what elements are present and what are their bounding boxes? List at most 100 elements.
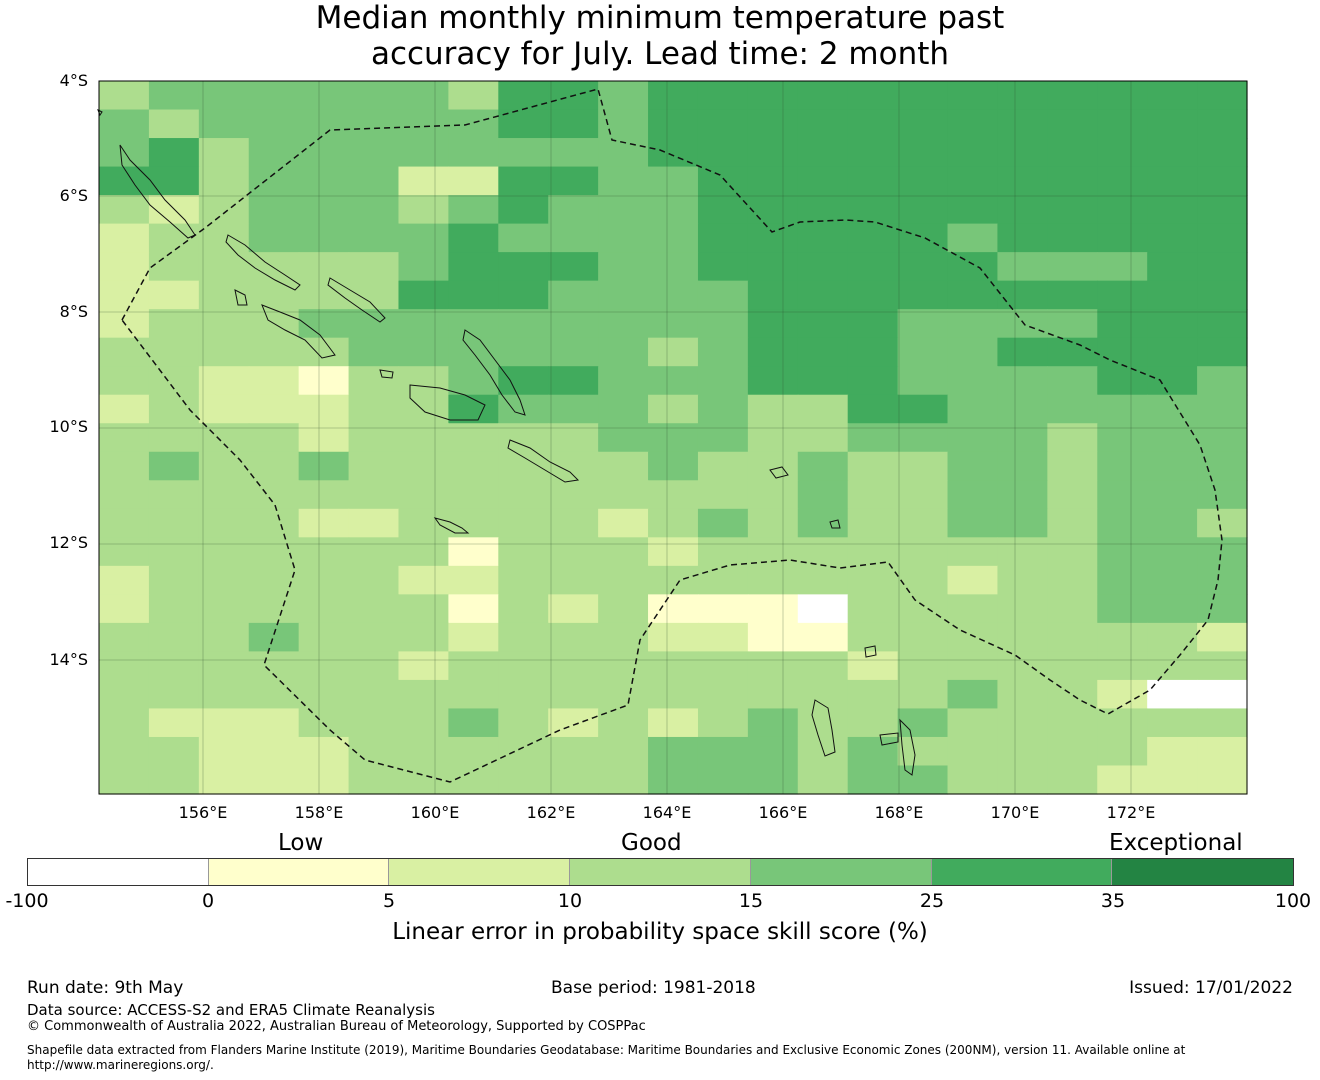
skill-cell bbox=[1097, 537, 1148, 567]
skill-cell bbox=[797, 679, 849, 710]
skill-cell bbox=[1147, 81, 1198, 111]
skill-cell bbox=[548, 195, 599, 225]
skill-cell bbox=[747, 679, 799, 710]
skill-cell bbox=[947, 594, 999, 624]
map-title-line-1: Median monthly minimum temperature past bbox=[315, 0, 1005, 36]
skill-cell bbox=[498, 81, 549, 111]
skill-cell bbox=[1047, 708, 1098, 738]
skill-cell bbox=[198, 594, 250, 624]
skill-cell bbox=[298, 109, 350, 139]
skill-cell bbox=[398, 195, 449, 225]
skill-cell bbox=[498, 679, 549, 710]
skill-cell bbox=[1147, 166, 1198, 196]
skill-cell bbox=[198, 81, 250, 111]
skill-cell bbox=[348, 223, 400, 253]
skill-cell bbox=[198, 565, 250, 595]
colorbar-segment bbox=[28, 859, 209, 885]
base-period: Base period: 1981-2018 bbox=[551, 978, 756, 998]
skill-cell bbox=[747, 594, 799, 624]
skill-cell bbox=[847, 223, 899, 253]
skill-cell bbox=[897, 565, 949, 595]
skill-cell bbox=[348, 394, 400, 424]
skill-cell bbox=[598, 622, 649, 652]
skill-cell bbox=[148, 309, 200, 339]
skill-cell bbox=[897, 594, 949, 624]
skill-cell bbox=[148, 508, 200, 538]
skill-cell bbox=[498, 622, 549, 652]
skill-cell bbox=[248, 252, 300, 282]
skill-cell bbox=[847, 195, 899, 225]
skill-cell bbox=[99, 736, 150, 767]
skill-cell bbox=[1047, 195, 1098, 225]
skill-cell bbox=[448, 366, 499, 396]
skill-cell bbox=[398, 736, 449, 767]
skill-cell bbox=[747, 708, 799, 738]
skill-cell bbox=[648, 195, 699, 225]
colorbar-tick: 35 bbox=[1100, 890, 1126, 912]
skill-cell bbox=[1197, 451, 1248, 481]
skill-cell bbox=[1097, 252, 1148, 282]
skill-cell bbox=[1097, 166, 1148, 196]
skill-cell bbox=[997, 480, 1048, 510]
skill-cell bbox=[298, 651, 350, 681]
skill-cell bbox=[747, 508, 799, 538]
skill-cell bbox=[797, 366, 849, 396]
island-coastline bbox=[462, 329, 526, 416]
skill-cell bbox=[298, 337, 350, 367]
skill-cell bbox=[99, 765, 150, 795]
skill-cell bbox=[1197, 280, 1248, 310]
skill-cell bbox=[897, 223, 949, 253]
skill-cell bbox=[997, 765, 1048, 795]
skill-cell bbox=[1197, 765, 1248, 795]
skill-cell bbox=[648, 223, 699, 253]
skill-cell bbox=[847, 423, 899, 453]
skill-cell bbox=[498, 195, 549, 225]
skill-cell bbox=[997, 622, 1048, 652]
skill-cell bbox=[648, 337, 699, 367]
skill-cell bbox=[1147, 565, 1198, 595]
skill-cell bbox=[1047, 280, 1098, 310]
skill-cell bbox=[298, 309, 350, 339]
skill-cell bbox=[997, 109, 1048, 139]
eez-boundary bbox=[121, 88, 1223, 783]
skill-cell bbox=[697, 138, 749, 168]
skill-cell bbox=[298, 537, 350, 567]
skill-cell bbox=[548, 337, 599, 367]
skill-cell bbox=[847, 765, 899, 795]
skill-cell bbox=[648, 81, 699, 111]
island-coastline bbox=[829, 519, 841, 529]
skill-cell bbox=[298, 394, 350, 424]
skill-cell bbox=[448, 223, 499, 253]
skill-cell bbox=[997, 537, 1048, 567]
skill-cell bbox=[797, 451, 849, 481]
skill-cell bbox=[847, 679, 899, 710]
skill-cell bbox=[598, 252, 649, 282]
skill-cell bbox=[648, 537, 699, 567]
skill-cell bbox=[797, 252, 849, 282]
skill-cell bbox=[648, 679, 699, 710]
skill-cell bbox=[248, 337, 300, 367]
skill-cell bbox=[897, 337, 949, 367]
skill-cell bbox=[99, 651, 150, 681]
skill-cell bbox=[648, 765, 699, 795]
skill-cell bbox=[398, 565, 449, 595]
island-coastline bbox=[507, 439, 580, 483]
skill-cell bbox=[298, 81, 350, 111]
skill-cell bbox=[498, 651, 549, 681]
skill-cell bbox=[398, 138, 449, 168]
skill-cell bbox=[248, 594, 300, 624]
skill-cell bbox=[598, 651, 649, 681]
skill-cell bbox=[897, 252, 949, 282]
skill-cell bbox=[99, 537, 150, 567]
skill-cell bbox=[648, 394, 699, 424]
skill-cell bbox=[198, 537, 250, 567]
skill-cell bbox=[648, 451, 699, 481]
skill-cell bbox=[1147, 337, 1198, 367]
skill-cell bbox=[298, 508, 350, 538]
island-coastline bbox=[864, 645, 877, 658]
skill-cell bbox=[1097, 508, 1148, 538]
skill-cell bbox=[1097, 594, 1148, 624]
skill-cell bbox=[348, 765, 400, 795]
skill-cell bbox=[298, 252, 350, 282]
skill-cell bbox=[897, 736, 949, 767]
